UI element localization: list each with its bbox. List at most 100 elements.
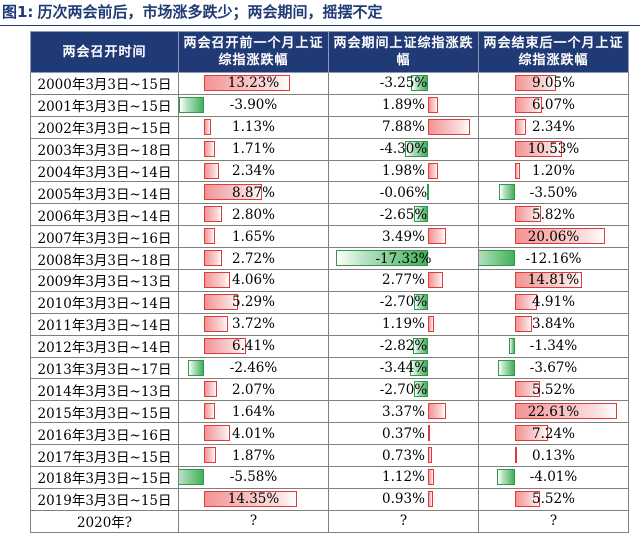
header-row: 两会召开时间 两会召开前一个月上证综指涨跌幅 两会期间上证综指涨跌幅 两会结束后…	[30, 31, 629, 73]
table-row: 2018年3月3日~15日 -5.58% 1.12% -4.01%	[30, 466, 629, 489]
last-date: 2020年?	[30, 509, 179, 533]
bar-after	[499, 184, 515, 201]
bar-during	[409, 359, 428, 376]
cell-during: -2.82%	[328, 334, 479, 358]
row-date: 2011年3月3日~14日	[30, 312, 179, 336]
cell-before: -2.46%	[178, 356, 329, 380]
value-before: 2.34%	[232, 163, 275, 179]
table-row: 2001年3月3日~15日 -3.90% 1.89% 6.07%	[30, 93, 629, 117]
cell-before: 4.01%	[178, 422, 329, 446]
cell-before: 8.87%	[178, 181, 329, 205]
table-row: 2017年3月3日~15日 1.87% 0.73% 0.13%	[30, 444, 629, 468]
figure-label: 图1:	[2, 3, 34, 21]
bar-during	[428, 403, 446, 420]
bar-before	[204, 206, 223, 223]
bar-after	[515, 381, 540, 398]
bar-after	[498, 359, 515, 376]
value-after: 7.24%	[532, 425, 575, 442]
bar-before	[204, 184, 262, 201]
table-body: 2000年3月3日~15日 13.23% -3.25% 9.05% 2001年3月3日~…	[30, 72, 629, 533]
cell-before: 1.13%	[178, 115, 329, 139]
cell-during: 0.93%	[328, 487, 479, 511]
value-during: -2.65%	[379, 206, 428, 223]
row-date: 2006年3月3日~14日	[30, 203, 179, 227]
value-during: -0.06%	[379, 184, 428, 201]
cell-before: 6.41%	[178, 334, 329, 358]
cell-before: 1.64%	[178, 400, 329, 424]
cell-after: 22.61%	[478, 400, 629, 424]
bar-before	[204, 425, 231, 442]
value-after: -4.01%	[529, 469, 578, 486]
bar-before	[204, 381, 218, 398]
value-during: 2.77%	[382, 272, 425, 289]
bar-during	[428, 96, 439, 113]
table-row: 2008年3月3日~18日 2.72% -17.33% -12.16%	[30, 247, 629, 271]
cell-during: -3.44%	[328, 356, 479, 380]
bar-before	[204, 140, 216, 157]
table-row: 2007年3月3日~16日 1.65% 3.49% 20.06%	[30, 225, 629, 249]
cell-during: 0.37%	[328, 422, 479, 446]
bar-after	[515, 272, 582, 289]
value-after: 1.20%	[532, 163, 575, 179]
value-before: 4.01%	[232, 425, 275, 442]
table-row: 2006年3月3日~14日 2.80% -2.65% 5.82%	[30, 203, 629, 227]
value-after: 22.61%	[527, 403, 580, 420]
value-before: 13.23%	[227, 75, 280, 92]
value-during: 1.12%	[382, 469, 425, 486]
cell-after: 5.52%	[478, 487, 629, 511]
bar-after	[479, 250, 515, 267]
last-after: ?	[478, 509, 629, 533]
bar-after	[515, 162, 521, 179]
cell-during: 3.37%	[328, 400, 479, 424]
bar-after	[515, 425, 548, 442]
row-date: 2001年3月3日~15日	[30, 93, 179, 117]
bar-before	[179, 96, 204, 113]
value-after: 2.34%	[532, 119, 575, 136]
value-before: 2.72%	[232, 250, 275, 267]
cell-during: -2.70%	[328, 378, 479, 402]
last-before: ?	[178, 509, 329, 533]
bar-during	[413, 206, 428, 223]
title-rule	[0, 25, 640, 26]
bar-before	[204, 118, 212, 135]
cell-before: 14.35%	[178, 487, 329, 511]
value-during: 1.19%	[382, 316, 425, 333]
figure-title-text: 历次两会前后，市场涨多跌少；两会期间，摇摆不定	[37, 3, 383, 21]
value-during: -4.30%	[379, 141, 428, 158]
value-before: 1.87%	[232, 447, 275, 464]
cell-during: -2.70%	[328, 290, 479, 314]
cell-before: 2.34%	[178, 159, 329, 183]
cell-before: 2.72%	[178, 247, 329, 271]
bar-during	[428, 272, 443, 289]
table-row: 2003年3月3日~18日 1.71% -4.30% 10.53%	[30, 137, 629, 161]
cell-after: -4.01%	[478, 466, 629, 489]
header-after: 两会结束后一个月上证综指涨跌幅	[478, 31, 629, 73]
bar-during	[413, 337, 428, 354]
cell-after: -3.67%	[478, 356, 629, 380]
bar-during	[428, 228, 447, 245]
value-before: 5.29%	[232, 294, 275, 311]
bar-after	[515, 96, 543, 113]
table-row: 2010年3月3日~14日 5.29% -2.70% 4.91%	[30, 290, 629, 314]
table-row: 2013年3月3日~17日 -2.46% -3.44% -3.67%	[30, 356, 629, 380]
bar-during	[405, 140, 428, 157]
value-during: 1.98%	[382, 163, 425, 179]
cell-during: -2.65%	[328, 203, 479, 227]
table-row: 2016年3月3日~16日 4.01% 0.37% 7.24%	[30, 422, 629, 446]
value-before: 4.06%	[232, 272, 275, 289]
value-before: 1.71%	[232, 141, 275, 158]
table-row: 2002年3月3日~15日 1.13% 7.88% 2.34%	[30, 115, 629, 139]
cell-before: 1.65%	[178, 225, 329, 249]
cell-before: 2.07%	[178, 378, 329, 402]
row-date: 2018年3月3日~15日	[30, 466, 179, 489]
value-after: -3.50%	[529, 184, 578, 201]
cell-during: 1.89%	[328, 93, 479, 117]
table-row: 2004年3月3日~14日 2.34% 1.98% 1.20%	[30, 159, 629, 183]
value-during: -2.82%	[379, 338, 428, 355]
value-during: -17.33%	[375, 250, 432, 267]
bar-before	[204, 75, 290, 91]
cell-after: 3.84%	[478, 312, 629, 336]
cell-after: 2.34%	[478, 115, 629, 139]
cell-after: 6.07%	[478, 93, 629, 117]
table-row: 2012年3月3日~14日 6.41% -2.82% -1.34%	[30, 334, 629, 358]
